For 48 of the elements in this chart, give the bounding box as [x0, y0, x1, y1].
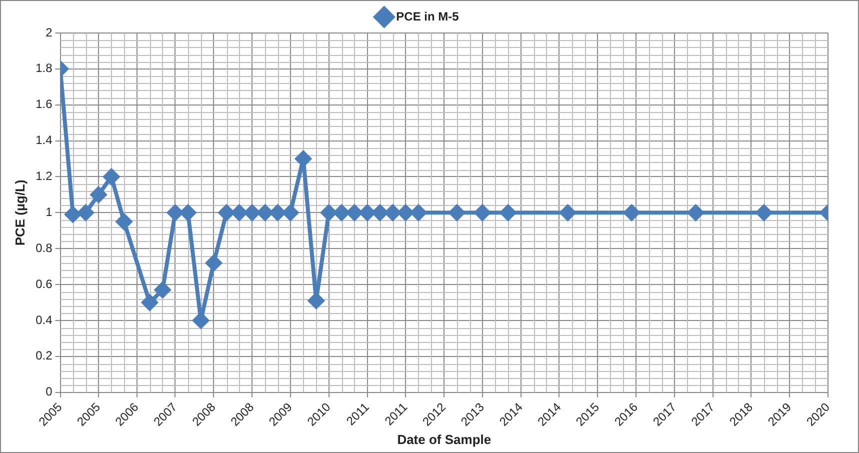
point — [384, 204, 401, 221]
point — [448, 204, 465, 221]
point — [231, 204, 248, 221]
y-axis-title: PCE (µg/L) — [12, 180, 28, 246]
point — [308, 292, 324, 309]
point — [624, 204, 640, 221]
point — [346, 204, 362, 221]
point — [500, 204, 516, 221]
point — [359, 204, 376, 221]
point — [64, 206, 81, 222]
point — [282, 204, 298, 221]
y-tick-label: 1.6 — [36, 97, 53, 112]
y-tick-label: 0.6 — [36, 276, 53, 291]
point — [257, 204, 274, 221]
point — [398, 204, 414, 221]
point — [756, 204, 772, 221]
y-tick-label: 2 — [46, 25, 53, 40]
y-tick-label: 1.4 — [36, 133, 53, 148]
point — [334, 204, 350, 221]
point — [474, 204, 490, 221]
point — [116, 214, 132, 230]
point — [154, 282, 171, 298]
y-tick-label: 0.8 — [36, 240, 53, 255]
y-tick-label: 1.2 — [36, 169, 53, 184]
legend-label: PCE in M-5 — [396, 9, 460, 24]
point — [410, 204, 426, 221]
point — [180, 204, 196, 221]
point — [320, 204, 337, 221]
point — [78, 204, 94, 221]
point — [206, 254, 222, 271]
y-tick-label: 1 — [46, 204, 53, 219]
point — [218, 204, 234, 221]
point — [192, 312, 209, 328]
point — [244, 204, 260, 221]
y-tick-label: 1.8 — [36, 61, 53, 76]
y-tick-label: 0.2 — [36, 348, 53, 363]
point — [688, 204, 704, 221]
y-tick-label: 0 — [46, 384, 53, 399]
point — [142, 294, 158, 311]
y-tick-label: 0.4 — [36, 312, 53, 327]
point — [560, 204, 576, 221]
point — [270, 204, 286, 221]
point — [90, 186, 107, 203]
point — [372, 204, 388, 221]
x-axis-title: Date of Sample — [397, 432, 492, 447]
point — [103, 168, 120, 185]
point — [167, 204, 184, 221]
point — [295, 150, 312, 167]
